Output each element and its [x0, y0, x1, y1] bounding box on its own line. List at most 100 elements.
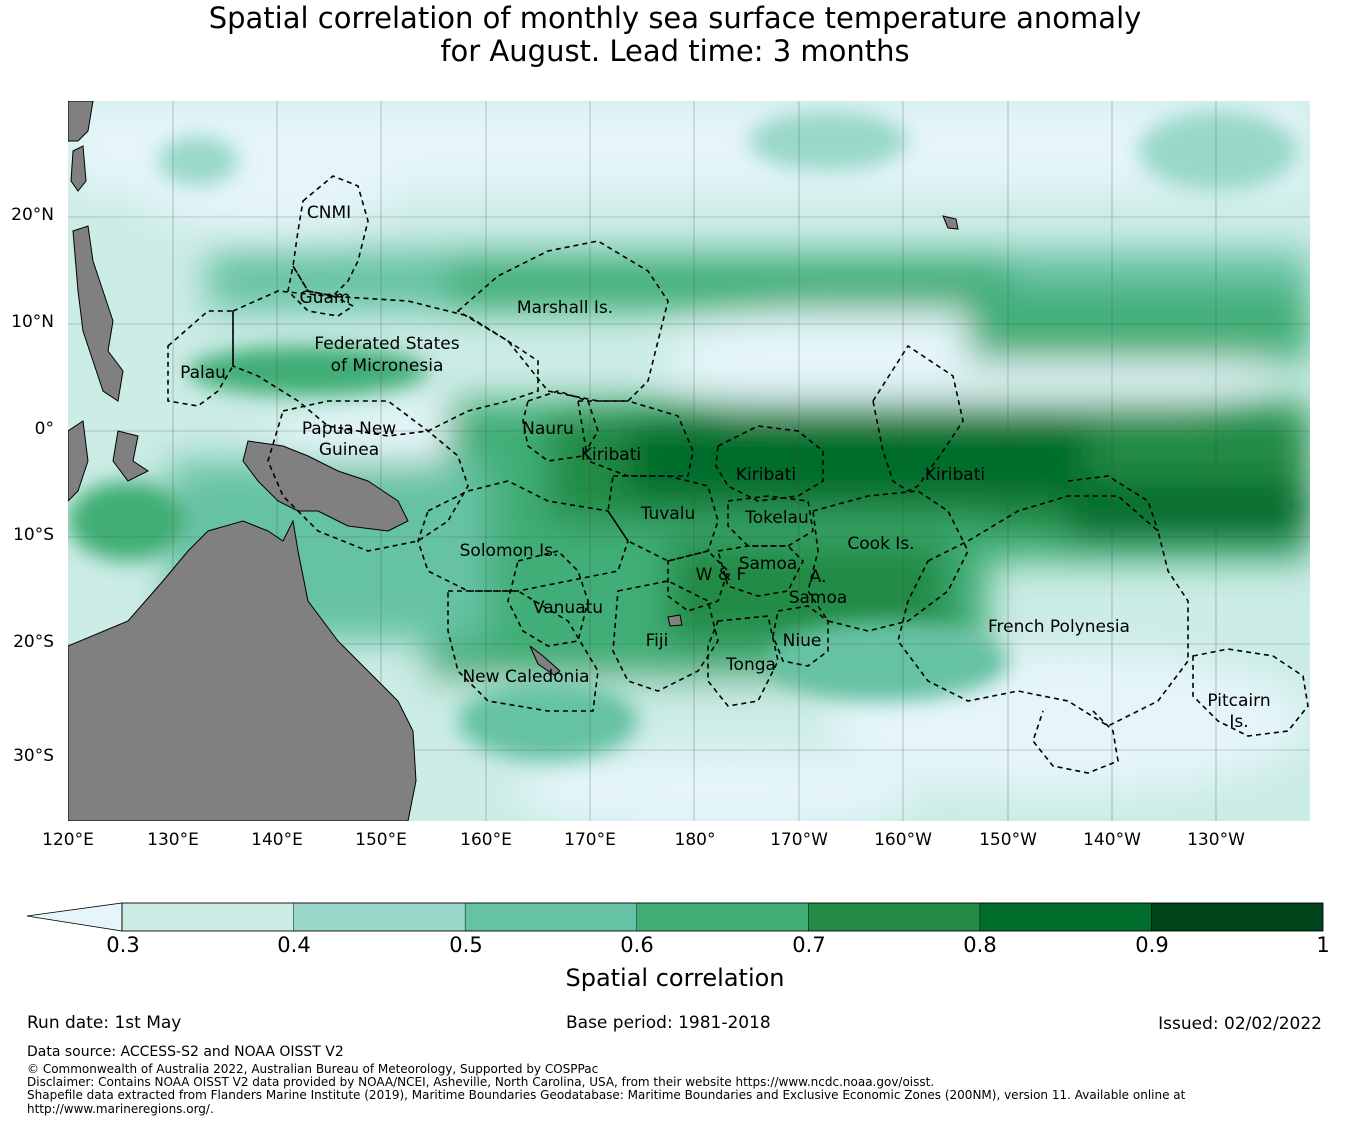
region-label: New Caledonia	[462, 667, 589, 687]
region-label: CNMI	[307, 203, 351, 223]
lat-tick-label: 0°	[34, 419, 54, 439]
colorbar-label: Spatial correlation	[565, 964, 785, 992]
china-coast-land	[68, 101, 94, 142]
region-label: Guam	[300, 288, 351, 308]
region-label: Kiribati	[925, 465, 985, 485]
kiribati-west-boundary	[577, 400, 694, 477]
philippines-land	[72, 225, 124, 402]
colorbar-tick-label: 0.3	[106, 933, 140, 957]
eez-boundaries	[167, 175, 1309, 774]
lon-tick-label: 160°W	[874, 830, 932, 850]
colorbar-tick-label: 0.9	[1135, 933, 1169, 957]
colorbar-swatch	[1151, 902, 1324, 932]
tokelau-boundary	[727, 495, 814, 547]
tuvalu-boundary	[607, 475, 719, 562]
disclaimer: Disclaimer: Contains NOAA OISST V2 data …	[27, 1075, 935, 1089]
wallis-futuna-boundary	[667, 550, 729, 612]
colorbar-swatch	[121, 902, 294, 932]
region-label: Cook Is.	[847, 534, 914, 554]
colorbar	[26, 902, 1324, 932]
region-label: Tuvalu	[640, 504, 696, 524]
region-label: Kiribati	[736, 465, 796, 485]
lon-tick-label: 140°W	[1083, 830, 1141, 850]
lon-tick-label: 160°E	[460, 830, 512, 850]
colorbar-swatch	[979, 902, 1152, 932]
cnmi-boundary	[292, 175, 369, 297]
colorbar-outline	[121, 902, 1324, 932]
region-label: Tonga	[725, 655, 776, 675]
tonga-boundary	[707, 615, 779, 707]
new-guinea-land	[242, 440, 409, 532]
region-label-png-line1: Papua New	[302, 419, 396, 439]
sulawesi-land	[112, 430, 149, 482]
colorbar-tick-label: 0.5	[449, 933, 483, 957]
sst-correlation-map: CNMI Guam Marshall Is. Federated States …	[68, 101, 1310, 821]
lat-tick-label: 20°N	[11, 205, 54, 225]
marshall-boundary	[456, 240, 669, 402]
region-labels: CNMI Guam Marshall Is. Federated States …	[180, 203, 1271, 732]
colorbar-extend-arrow	[26, 902, 123, 932]
indonesia-land	[68, 420, 89, 502]
hawaii-land	[942, 215, 959, 230]
australia-land	[68, 519, 417, 821]
region-label-fsm-line1: Federated States	[314, 334, 459, 354]
lon-tick-label: 140°E	[251, 830, 303, 850]
region-label: Marshall Is.	[517, 298, 613, 318]
region-label-as-line1: A.	[810, 567, 827, 587]
region-label-as-line2: Samoa	[789, 588, 848, 608]
pitcairn-boundary	[1192, 648, 1309, 737]
samoa-boundary	[716, 545, 804, 597]
colorbar-swatch	[464, 902, 637, 932]
region-label-fsm-line2: of Micronesia	[331, 356, 444, 376]
cook-boundary	[807, 490, 969, 632]
region-label: Palau	[180, 363, 226, 383]
colorbar-swatch	[636, 902, 809, 932]
colorbar-tick-label: 0.7	[792, 933, 826, 957]
taiwan-land	[70, 145, 87, 192]
kiribati-central-boundary	[715, 425, 824, 502]
lon-tick-label: 150°E	[355, 830, 407, 850]
region-label: Vanuatu	[533, 598, 603, 618]
map-canvas: CNMI Guam Marshall Is. Federated States …	[68, 101, 1310, 821]
nauru-boundary	[522, 390, 599, 462]
lon-tick-label: 150°W	[979, 830, 1037, 850]
correlation-detail	[68, 111, 1298, 761]
title-line-2: for August. Lead time: 3 months	[440, 34, 910, 68]
lon-tick-label: 130°E	[147, 830, 199, 850]
base-period: Base period: 1981-2018	[566, 1013, 771, 1033]
region-label-png-line2: Guinea	[319, 440, 379, 460]
data-source: Data source: ACCESS-S2 and NOAA OISST V2	[27, 1044, 344, 1060]
new-caledonia-land	[529, 645, 561, 676]
colorbar-swatch	[293, 902, 466, 932]
colorbar-tick-label: 0.8	[963, 933, 997, 957]
issued-date: Issued: 02/02/2022	[1158, 1014, 1322, 1034]
region-label: Kiribati	[581, 445, 641, 465]
palau-boundary	[167, 310, 234, 407]
colorbar-tick-label: 1	[1316, 933, 1330, 957]
extra-boundary-a	[1067, 475, 1159, 532]
title-line-1: Spatial correlation of monthly sea surfa…	[208, 1, 1142, 35]
chart-title: Spatial correlation of monthly sea surfa…	[0, 2, 1350, 68]
colorbar-tick-label: 0.4	[277, 933, 311, 957]
region-label-pitcairn-line2: Is.	[1229, 712, 1248, 732]
lon-tick-label: 130°W	[1187, 830, 1245, 850]
kiribati-east-boundary	[872, 344, 964, 492]
colorbar-swatches	[121, 902, 1324, 932]
region-label: Niue	[783, 631, 822, 651]
shapefile-credit: Shapefile data extracted from Flanders M…	[27, 1088, 1186, 1102]
lat-tick-label: 10°S	[13, 525, 54, 545]
extra-boundary-b	[1032, 710, 1119, 774]
region-label: French Polynesia	[988, 617, 1130, 637]
lon-tick-label: 170°E	[564, 830, 616, 850]
fiji-land	[667, 614, 683, 627]
lat-tick-label: 10°N	[11, 312, 54, 332]
new-caledonia-boundary	[447, 590, 599, 712]
region-label: Tokelau	[744, 508, 809, 528]
landmasses	[68, 101, 959, 821]
region-label: Fiji	[646, 631, 669, 651]
colorbar-swatch	[808, 902, 981, 932]
lat-tick-label: 20°S	[13, 632, 54, 652]
fiji-boundary	[612, 580, 719, 692]
region-label: Samoa	[739, 554, 798, 574]
region-label: Solomon Is.	[460, 541, 559, 561]
